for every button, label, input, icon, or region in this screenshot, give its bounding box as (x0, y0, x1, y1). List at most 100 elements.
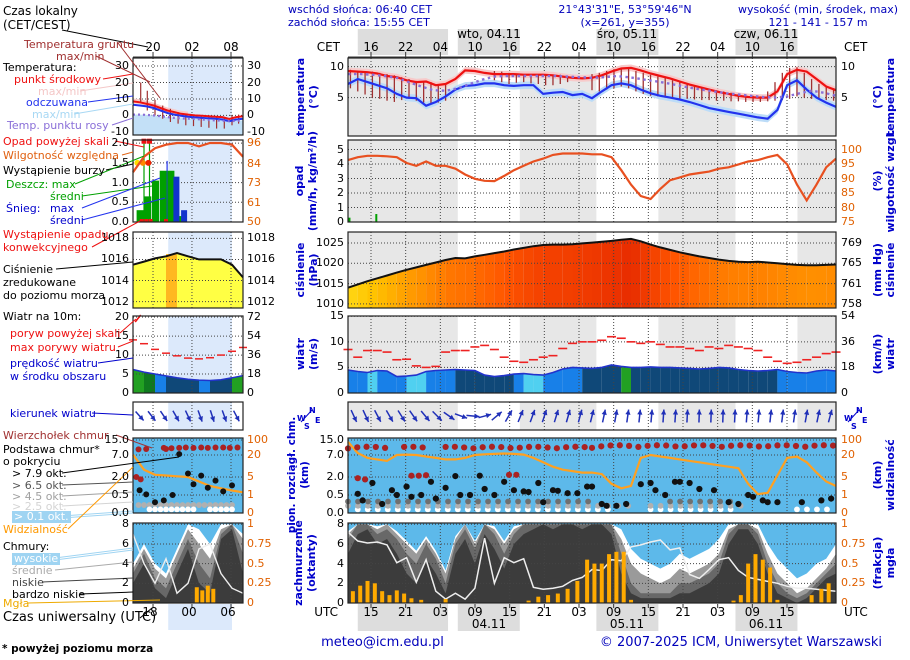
utc-tick-label: 09 (606, 605, 622, 619)
coordinates-text: 21°43'31"E, 53°59'46"N (558, 3, 692, 16)
legend-label-predkosc-2: w środku obszaru (10, 370, 107, 383)
footnote-text: * powyżej poziomu morza (2, 643, 154, 655)
cet-tick-label: 16 (779, 40, 795, 54)
utc-tick-label: 15 (502, 605, 518, 619)
axis-tick-label: 5 (841, 90, 848, 104)
axis-tick-label: 0 (841, 596, 848, 609)
legend-label-snieg-sredni: średni (50, 214, 84, 227)
axis-tick-label: 7.0 (111, 448, 130, 461)
axis-tick-label: 3 (337, 171, 344, 185)
axis-tick-label: 4 (122, 556, 129, 570)
axis-tick-label: 20 (841, 448, 855, 461)
legend-label-okt-01: > 0.1 okt. (12, 510, 71, 523)
axis-tick-label: 761 (841, 276, 862, 290)
mini-utc-tick-label: 00 (181, 605, 197, 619)
day-label: śro, 05.11 (596, 27, 658, 41)
axis-tick-label: 2 (122, 576, 129, 590)
axis-tick-label: 758 (841, 296, 862, 310)
utc-tick-label: 09 (744, 605, 760, 619)
axis-tick-label: 1.5 (111, 155, 130, 169)
compass-icon: E (315, 416, 321, 425)
axis-tick-label: 0.5 (111, 195, 130, 209)
legend-label-wilgotnosc: Wilgotność względna (3, 149, 120, 162)
axis-tick-label: 0 (337, 596, 344, 609)
cet-tick-label: 22 (536, 40, 552, 54)
axis-tick-label: 0 (247, 506, 254, 519)
axis-tick-label: 10 (115, 91, 129, 105)
axis-tick-label: 0.5 (111, 488, 130, 501)
utc-tick-label: 21 (675, 605, 691, 619)
axis-tick-label: 7.0 (326, 448, 345, 461)
axis-tick-label: 1025 (316, 235, 344, 249)
axis-tick-label: 0 (337, 215, 344, 228)
axis-tick-label: 54 (841, 309, 855, 323)
axis-tick-label: 2 (337, 576, 344, 590)
day-label: wto, 04.11 (457, 27, 521, 41)
axis-tick-label: 1 (247, 517, 254, 531)
axis-tick-label: 10 (841, 59, 855, 73)
axis-tick-label: 20 (115, 310, 129, 324)
axis-tick-label: 1014 (247, 273, 275, 287)
legend-label-czas-lokalny-2: (CET/CEST) (3, 18, 71, 32)
legend-label-wierzcholek: Wierzchołek chmur (3, 429, 109, 442)
axis-tick-label: 5 (337, 90, 344, 104)
axis-tick-label: 18 (247, 367, 261, 381)
axis-tick-label: 0 (122, 386, 129, 399)
utc-label-right: UTC (844, 605, 868, 619)
axis-tick-label: 0.25 (247, 576, 272, 590)
sunset-text: zachód słońca: 15:55 CET (288, 16, 430, 29)
axis-tick-label: 0.25 (841, 576, 866, 590)
legend-label-max-porywy: max porywy wiatru (10, 341, 116, 354)
sunrise-text: wschód słońca: 06:40 CET (288, 3, 433, 16)
legend-label-okt-45: > 4.5 okt. (12, 490, 67, 503)
legend-label-temp-gruntu-maxmin: max/min (56, 50, 105, 63)
utc-tick-label: 03 (571, 605, 587, 619)
legend-label-okt-79: > 7.9 okt. (12, 467, 67, 480)
day-label: czw, 06.11 (733, 27, 799, 41)
axis-tick-label: 0 (247, 596, 254, 609)
altitude-value: 121 - 141 - 157 m (768, 16, 868, 29)
axis-tick-label: 96 (247, 136, 261, 149)
legend-label-poryw-skali: poryw powyżej skali (10, 327, 121, 340)
axis-tick-label: 1016 (101, 252, 129, 266)
legend-label-okt-65: > 6.5 okt. (12, 479, 67, 492)
axis-tick-label: 1 (841, 488, 848, 501)
axis-tick-label: 30 (247, 59, 261, 73)
axis-tick-label: 1020 (316, 256, 344, 270)
legend-label-kierunek: kierunek wiatru (10, 407, 96, 420)
axis-tick-label: 10 (247, 91, 261, 105)
axis-tick-label: 8 (337, 517, 344, 531)
axis-tick-label: 0.75 (841, 536, 866, 550)
compass-icon: N (309, 406, 316, 415)
axis-tick-label: 18 (841, 360, 855, 374)
axis-tick-label: 0.5 (841, 556, 859, 570)
axis-tick-label: 1016 (247, 252, 275, 266)
cet-label-left: CET (316, 40, 340, 54)
compass-icon: N (856, 406, 863, 415)
legend-label-temp-maxmin: max/min (38, 85, 87, 98)
legend-label-odcz-maxmin: max/min (32, 108, 81, 121)
cet-tick-label: 04 (710, 40, 726, 54)
axis-tick-label: 0.0 (111, 506, 130, 519)
axis-tick-label: -10 (111, 124, 129, 138)
axis-tick-label: 1014 (101, 273, 129, 287)
axis-tick-label: 30 (115, 59, 129, 73)
axis-tick-label: 20 (247, 75, 261, 89)
mini-utc-tick-label: 18 (142, 605, 158, 619)
axis-tick-label: -10 (247, 124, 265, 138)
utc-tick-label: 15 (363, 605, 379, 619)
axis-tick-label: 6 (337, 536, 344, 550)
contact-email-link[interactable]: meteo@icm.edu.pl (321, 635, 444, 650)
axis-tick-label: 100 (841, 142, 862, 156)
axis-tick-label: 2.0 (111, 470, 130, 483)
legend-label-chmury: Chmury: (3, 540, 50, 553)
utc-tick-label: 21 (398, 605, 414, 619)
axis-tick-label: 100 (247, 433, 268, 446)
axis-tick-label: 0.0 (111, 215, 130, 228)
compass-icon: S (304, 422, 310, 431)
axis-tick-label: 72 (247, 310, 261, 324)
legend-label-podstawa-1: Podstawa chmur* (3, 443, 100, 456)
cet-tick-label: 10 (467, 40, 483, 54)
axis-tick-label: 75 (841, 215, 855, 228)
